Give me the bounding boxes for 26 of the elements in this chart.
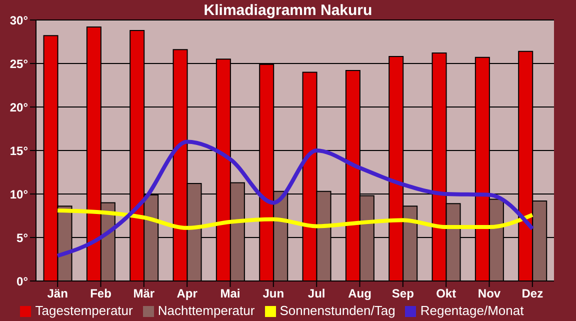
x-tick-label: Okt bbox=[436, 286, 456, 301]
line-series bbox=[56, 208, 534, 230]
x-tick-label: Feb bbox=[90, 286, 112, 301]
legend-label: Regentage/Monat bbox=[420, 303, 524, 318]
chart-title: Klimadiagramm Nakuru bbox=[204, 2, 372, 19]
y-tick-label: 10° bbox=[10, 187, 28, 202]
x-tick-label: Apr bbox=[176, 286, 198, 301]
x-tick-label: Jän bbox=[47, 286, 68, 301]
x-tick-label: Dez bbox=[522, 286, 544, 301]
x-tick-label: Mär bbox=[133, 286, 155, 301]
y-tick-label: 0° bbox=[16, 274, 28, 288]
y-tick-label: 30° bbox=[10, 13, 28, 28]
x-tick-label: Nov bbox=[478, 286, 501, 301]
y-tick-label: 25° bbox=[10, 56, 28, 71]
legend-label: Sonnenstunden/Tag bbox=[280, 303, 396, 318]
x-tick-label: Aug bbox=[348, 286, 372, 301]
x-tick-label: Jul bbox=[308, 286, 326, 301]
x-tick-label: Sep bbox=[392, 286, 414, 301]
y-tick-label: 15° bbox=[10, 144, 28, 158]
x-tick-label: Mai bbox=[220, 286, 240, 301]
line-series bbox=[56, 140, 534, 258]
x-tick-label: Jun bbox=[262, 286, 284, 301]
y-tick-label: 20° bbox=[10, 100, 28, 114]
legend-label: Tagestemperatur bbox=[35, 303, 133, 318]
y-tick-label: 5° bbox=[16, 230, 28, 245]
legend-label: Nachttemperatur bbox=[158, 303, 255, 318]
